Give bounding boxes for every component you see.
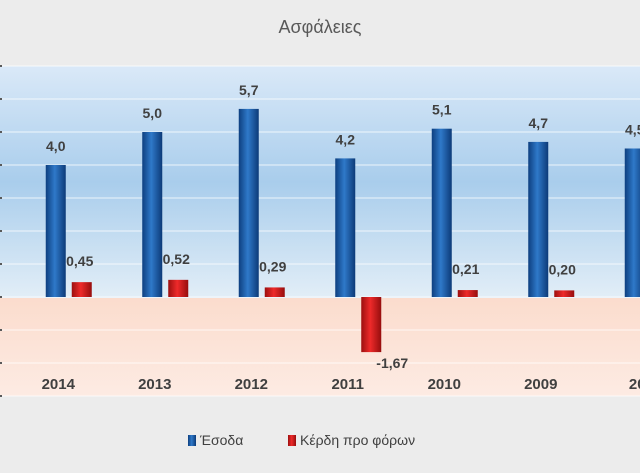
data-label-profit: 0,52 — [163, 251, 190, 267]
data-label-profit: -1,67 — [376, 355, 408, 371]
bar-profit — [168, 279, 189, 297]
y-tick-mark — [0, 395, 2, 397]
bar-revenue — [528, 141, 549, 297]
y-tick-mark — [0, 65, 2, 67]
data-label-profit: 0,20 — [549, 261, 576, 277]
data-label-revenue: 5,0 — [143, 105, 163, 121]
data-label-revenue: 4,7 — [529, 115, 549, 131]
legend-swatch-revenue — [188, 435, 196, 446]
bar-profit — [554, 290, 575, 297]
y-tick-mark — [0, 263, 2, 265]
bar-revenue — [431, 128, 452, 297]
y-tick-mark — [0, 197, 2, 199]
x-axis-label: 20 — [629, 376, 640, 393]
bar-profit — [71, 282, 92, 297]
y-tick-mark — [0, 329, 2, 331]
bar-profit — [361, 297, 382, 353]
chart-title: Ασφάλειες — [279, 17, 362, 37]
x-axis-label: 2013 — [138, 376, 171, 393]
x-axis-label: 2011 — [331, 376, 364, 393]
plot-background-negative — [0, 298, 640, 396]
bars — [45, 108, 640, 353]
data-label-profit: 0,21 — [452, 261, 479, 277]
y-tick-mark — [0, 131, 2, 133]
y-axis-ticks — [0, 65, 2, 397]
y-tick-mark — [0, 164, 2, 166]
data-label-revenue: 4,0 — [46, 138, 66, 154]
bar-revenue — [45, 165, 66, 297]
y-tick-mark — [0, 296, 2, 298]
legend-label-revenue: Έσοδα — [199, 432, 243, 448]
data-label-revenue: 5,7 — [239, 82, 259, 98]
x-axis-labels: 2014 2013 2012 2011 2010 2009 20 — [42, 376, 640, 393]
bar-revenue — [335, 158, 356, 297]
legend-label-profit: Κέρδη προ φόρων — [300, 432, 415, 448]
bar-revenue — [142, 132, 163, 297]
data-label-profit: 0,45 — [66, 253, 93, 269]
data-label-revenue: 5,1 — [432, 102, 452, 118]
bar-revenue — [238, 108, 259, 298]
data-label-profit: 0,29 — [259, 258, 286, 274]
legend: Έσοδα Κέρδη προ φόρων — [188, 432, 415, 448]
x-axis-label: 2009 — [524, 376, 557, 393]
bar-revenue — [624, 148, 640, 297]
bar-profit — [457, 290, 478, 297]
y-tick-mark — [0, 230, 2, 232]
data-label-revenue: 4,5 — [625, 122, 640, 138]
y-tick-mark — [0, 98, 2, 100]
x-axis-label: 2012 — [235, 376, 268, 393]
legend-swatch-profit — [288, 435, 296, 446]
y-tick-mark — [0, 362, 2, 364]
bar-profit — [264, 287, 285, 297]
data-labels: 4,0 0,45 5,0 0,52 5,7 0,29 4,2 -1,67 5,1 0,21 4,7 0… — [46, 82, 640, 371]
x-axis-label: 2010 — [428, 376, 461, 393]
data-label-revenue: 4,2 — [336, 131, 356, 147]
x-axis-label: 2014 — [42, 376, 76, 393]
